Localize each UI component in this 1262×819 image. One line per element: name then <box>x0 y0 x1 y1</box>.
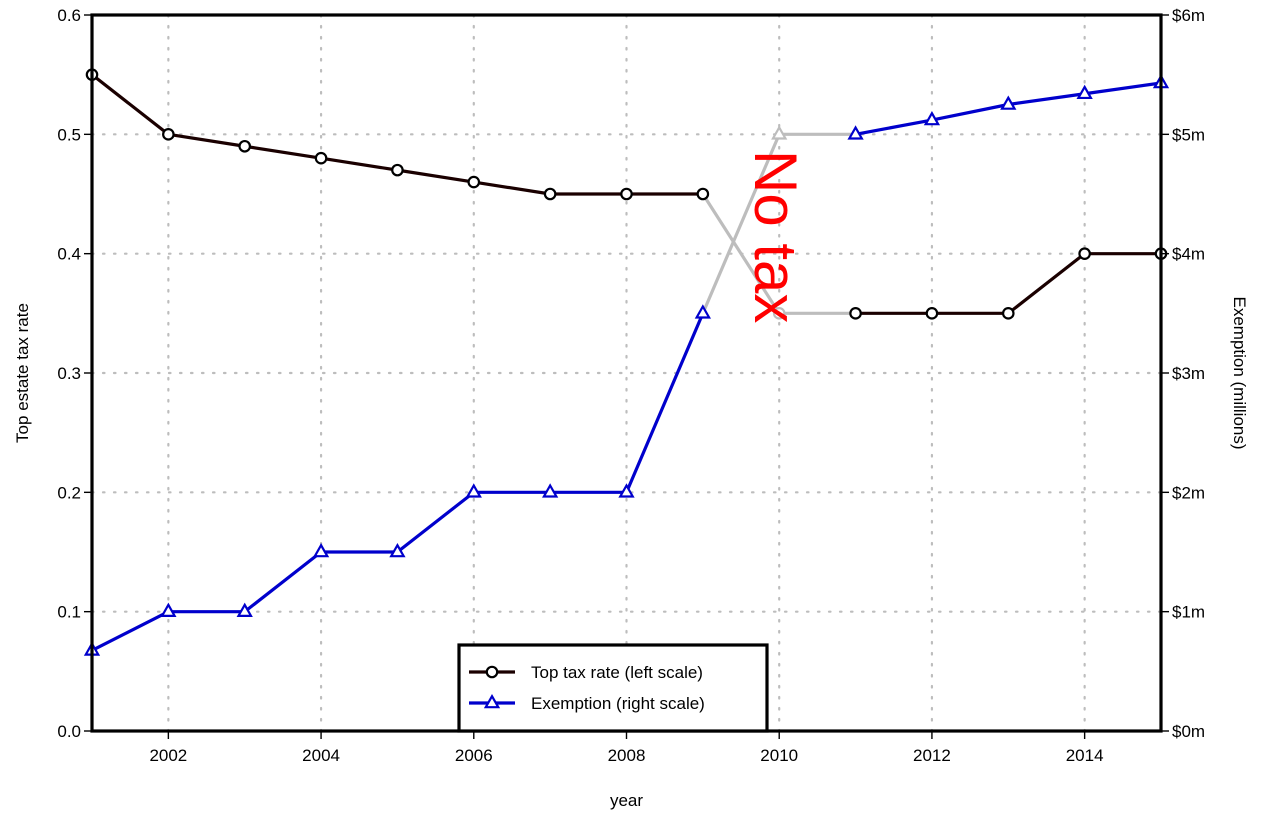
data-point-exemption <box>771 125 788 140</box>
legend-box <box>457 643 769 733</box>
no-tax-annotation: No tax <box>742 150 809 323</box>
y-tick-label: 0.3 <box>57 364 81 383</box>
data-point-tax-rate <box>238 139 252 153</box>
data-point-exemption <box>847 125 864 140</box>
annotation-layer: No tax <box>742 150 809 323</box>
data-point-tax-rate <box>391 163 404 177</box>
plot-border <box>90 13 1163 733</box>
data-point-tax-rate <box>162 128 175 141</box>
data-point-exemption <box>923 110 941 126</box>
data-point-exemption <box>618 483 635 498</box>
data-point-exemption <box>312 542 330 558</box>
y-tick-label: 0.4 <box>57 245 81 264</box>
legend-marker-triangle <box>483 693 501 709</box>
y-right-tick-label: $0m <box>1172 722 1205 741</box>
x-tick-label: 2012 <box>913 746 951 765</box>
data-point-tax-rate <box>1078 247 1091 260</box>
y-axis-title: Top estate tax rate <box>13 303 32 443</box>
data-point-exemption <box>160 602 177 617</box>
y-tick-label: 0.1 <box>57 603 81 622</box>
data-point-tax-rate <box>1001 307 1015 320</box>
data-point-tax-rate <box>620 187 633 201</box>
data-point-tax-rate <box>314 151 328 165</box>
data-point-tax-rate <box>696 187 710 201</box>
y-right-tick-label: $2m <box>1172 483 1205 502</box>
x-tick-label: 2004 <box>302 746 340 765</box>
tick-layer: 2002 2004 2006 2008 2010 2012 2014 0.0 0.1 0.2 0.3… <box>57 6 1205 765</box>
x-axis-title: year <box>610 791 643 810</box>
data-point-tax-rate <box>849 307 862 320</box>
y-tick-label: 0.2 <box>57 483 81 502</box>
plot-frame <box>90 13 1163 733</box>
x-tick-label: 2006 <box>455 746 493 765</box>
series-line-tax-rate <box>855 252 1161 315</box>
y-tick-label: 0.6 <box>57 6 81 25</box>
x-tick-label: 2002 <box>149 746 187 765</box>
legend-label: Exemption (right scale) <box>531 694 705 713</box>
legend-marker-circle <box>485 665 499 679</box>
data-point-exemption <box>1076 84 1093 100</box>
y-right-axis-title: Exemption (millions) <box>1230 296 1249 449</box>
series-line-exemption <box>91 312 705 652</box>
axis-titles: year Top estate tax rate Exemption (millio… <box>13 296 1249 810</box>
legend: Top tax rate (left scale) Exemption (righ… <box>457 643 769 733</box>
series-layer <box>83 68 1170 656</box>
data-point-exemption <box>542 483 559 498</box>
y-right-tick-label: $4m <box>1172 245 1205 264</box>
y-right-tick-label: $6m <box>1172 6 1205 25</box>
data-point-exemption <box>694 304 711 319</box>
x-tick-label: 2008 <box>608 746 646 765</box>
x-tick-label: 2014 <box>1066 746 1104 765</box>
legend-label: Top tax rate (left scale) <box>531 663 703 682</box>
data-point-tax-rate <box>543 187 557 201</box>
data-point-exemption <box>465 483 482 498</box>
data-point-tax-rate <box>925 307 939 320</box>
data-point-exemption <box>389 542 406 558</box>
grid-lines <box>90 13 1163 733</box>
x-tick-label: 2010 <box>760 746 798 765</box>
data-point-tax-rate <box>467 175 481 189</box>
y-tick-label: 0.5 <box>57 125 81 144</box>
y-right-tick-label: $1m <box>1172 603 1205 622</box>
data-point-tax-rate <box>772 307 786 320</box>
data-point-exemption <box>236 602 253 617</box>
data-point-exemption <box>1000 95 1017 110</box>
y-right-tick-label: $3m <box>1172 364 1205 383</box>
y-right-tick-label: $5m <box>1172 125 1205 144</box>
y-tick-label: 0.0 <box>57 722 81 741</box>
